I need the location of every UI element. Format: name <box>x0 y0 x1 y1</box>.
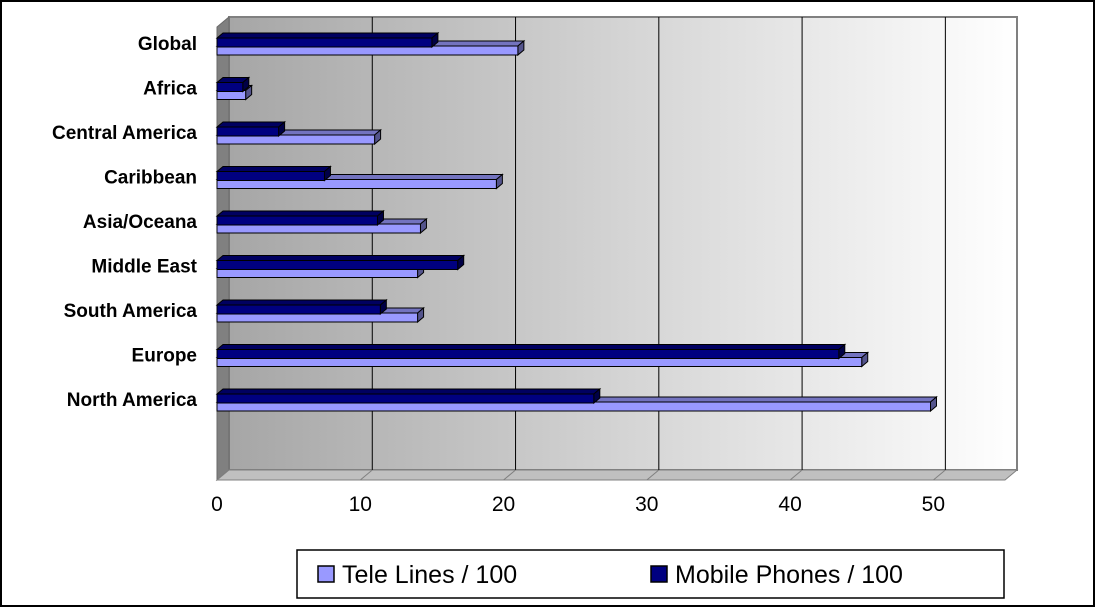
category-label: Middle East <box>91 257 197 278</box>
bar-mobile-phones <box>215 120 286 138</box>
bar-front-face <box>216 179 497 189</box>
category-label: Asia/Oceana <box>83 212 197 233</box>
floor-gridline <box>646 469 660 481</box>
bar-front-face <box>216 82 244 92</box>
bar-mobile-phones <box>215 165 332 182</box>
bar-front-face <box>216 37 433 48</box>
category-label: Central America <box>52 123 197 144</box>
legend-swatch <box>650 565 668 583</box>
bar-top-face <box>215 255 466 261</box>
legend-label: Tele Lines / 100 <box>342 561 517 589</box>
bar-mobile-phones <box>215 76 251 93</box>
category-label: Caribbean <box>104 168 197 189</box>
bar-front-face <box>216 171 325 181</box>
floor-gridline <box>503 469 516 481</box>
bar-mobile-phones <box>215 31 440 49</box>
bar-top-face <box>215 344 847 350</box>
category-label: Africa <box>143 79 197 100</box>
floor-gridline <box>789 469 803 481</box>
legend-label: Mobile Phones / 100 <box>675 561 903 589</box>
category-label: Global <box>138 34 197 55</box>
bar-top-face <box>215 121 286 128</box>
bar-front-face <box>216 126 280 137</box>
bar-front-face <box>216 304 381 315</box>
x-tick-label: 50 <box>922 493 945 516</box>
bar-mobile-phones <box>215 209 385 227</box>
category-label: South America <box>64 301 198 322</box>
bar-front-face <box>216 393 595 404</box>
x-tick-label: 40 <box>778 493 801 516</box>
legend: Tele Lines / 100 Mobile Phones / 100 <box>296 549 1005 599</box>
x-tick-label: 0 <box>211 493 223 516</box>
bar-front-face <box>216 215 378 226</box>
x-tick-label: 20 <box>492 493 515 516</box>
bar-top-face <box>215 166 332 172</box>
bar-top-face <box>215 299 388 306</box>
x-tick-label: 30 <box>635 493 658 516</box>
bar-mobile-phones <box>215 343 847 360</box>
floor-gridline <box>933 469 946 481</box>
bar-top-face <box>215 32 440 39</box>
floor-gridline <box>359 469 373 481</box>
bar-top-face <box>215 388 602 395</box>
category-label: Europe <box>132 346 197 367</box>
legend-swatch <box>317 565 335 583</box>
category-label: North America <box>67 390 198 411</box>
x-tick-label: 10 <box>349 493 372 516</box>
plot-area: 0 10 20 30 40 50 Global Africa Central America Ca… <box>52 15 1019 516</box>
bar-front-face <box>216 134 376 145</box>
bar-mobile-phones <box>215 254 466 271</box>
bar-top-face <box>215 210 385 217</box>
bar-mobile-phones <box>215 387 602 405</box>
bar-mobile-phones <box>215 298 388 316</box>
floor <box>215 469 1019 481</box>
bar-front-face <box>216 260 459 270</box>
bar-front-face <box>216 349 840 359</box>
